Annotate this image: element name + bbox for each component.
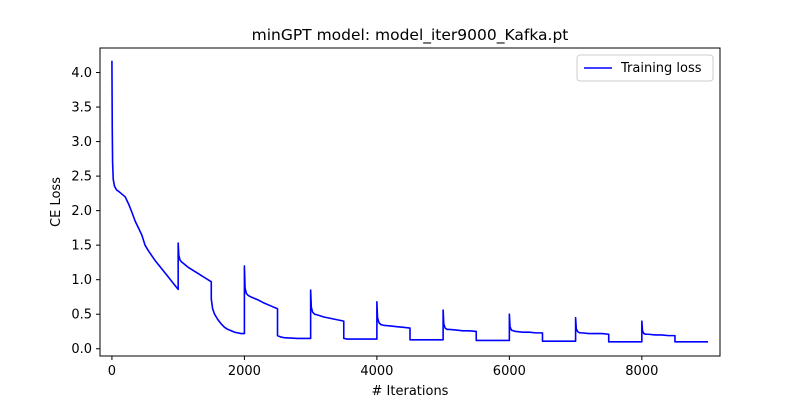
plot-frame [99, 47, 721, 357]
x-tick-label: 8000 [625, 364, 658, 379]
legend: Training loss [576, 54, 714, 82]
y-tick-label: 0.0 [71, 342, 92, 357]
y-axis-ticks: 0.0 0.5 1.0 1.5 2.0 2.5 3.0 3.5 4.0 [71, 66, 100, 357]
y-tick-label: 3.0 [71, 135, 92, 150]
y-tick-label: 1.0 [71, 273, 92, 288]
x-axis-ticks: 0 2000 4000 6000 8000 [108, 356, 658, 379]
x-tick-label: 4000 [360, 364, 393, 379]
plot-area [100, 48, 720, 356]
legend-box [576, 54, 714, 82]
x-tick-label: 0 [108, 364, 116, 379]
series-layer [111, 60, 709, 343]
x-tick-label: 2000 [228, 364, 261, 379]
y-axis-label: CE Loss [49, 177, 64, 227]
x-tick-label: 6000 [493, 364, 526, 379]
y-tick-label: 1.5 [71, 239, 92, 254]
x-axis-label: # Iterations [372, 384, 449, 399]
y-tick-label: 0.5 [71, 308, 92, 323]
y-tick-label: 2.5 [71, 170, 92, 185]
chart-title: minGPT model: model_iter9000_Kafka.pt [252, 26, 569, 45]
series-line-training-loss [111, 60, 709, 343]
y-tick-label: 3.5 [71, 101, 92, 116]
y-tick-label: 4.0 [71, 66, 92, 81]
y-tick-label: 2.0 [71, 204, 92, 219]
legend-label-training-loss: Training loss [620, 61, 702, 76]
